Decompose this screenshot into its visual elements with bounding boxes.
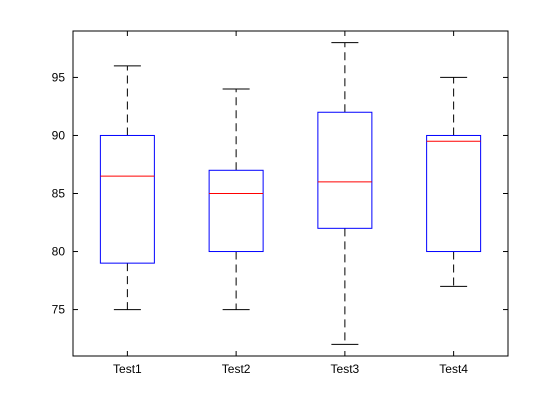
y-tick-label: 75 <box>52 303 66 317</box>
iqr-box <box>99 134 155 264</box>
box-test3 <box>317 42 373 345</box>
y-tick-label: 80 <box>52 245 66 259</box>
x-tick-label: Test4 <box>439 362 468 376</box>
y-tick-label: 90 <box>52 128 66 142</box>
iqr-box <box>317 111 373 229</box>
y-tick-label: 85 <box>52 187 66 201</box>
box-test1 <box>99 65 155 311</box>
box-test4 <box>426 76 482 287</box>
x-axis: Test1 Test2 Test3 Test4 <box>113 31 468 376</box>
y-tick-label: 95 <box>52 70 66 84</box>
y-axis: 75 80 85 90 95 <box>52 70 508 317</box>
x-tick-label: Test2 <box>222 362 251 376</box>
x-tick-label: Test1 <box>113 362 142 376</box>
x-tick-label: Test3 <box>331 362 360 376</box>
iqr-box <box>208 169 264 253</box>
iqr-box <box>426 134 482 253</box>
box-test2 <box>208 88 264 311</box>
boxes <box>99 42 482 345</box>
